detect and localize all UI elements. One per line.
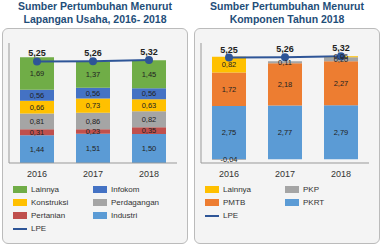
svg-text:5,26: 5,26 xyxy=(84,48,102,58)
html-text:PKP: PKP xyxy=(303,185,319,194)
svg-text:5,32: 5,32 xyxy=(332,43,350,53)
html-text:PMTB: PMTB xyxy=(223,198,246,207)
svg-text:1,51: 1,51 xyxy=(86,144,101,153)
svg-text:2016: 2016 xyxy=(219,169,239,179)
svg-text:1,69: 1,69 xyxy=(30,69,45,78)
svg-text:2,79: 2,79 xyxy=(334,128,349,137)
svg-text:0,35: 0,35 xyxy=(142,126,157,135)
svg-text:5,25: 5,25 xyxy=(28,48,46,58)
html-text:Industri: Industri xyxy=(111,211,138,220)
svg-text:0,23: 0,23 xyxy=(86,127,101,136)
svg-text:2,18: 2,18 xyxy=(278,80,293,89)
html-text:Sumber Pertumbuhan Menurut Kom: Sumber Pertumbuhan Menurut Komponen Tahu… xyxy=(210,0,364,25)
svg-text:5,26: 5,26 xyxy=(276,44,294,54)
svg-text:0,06: 0,06 xyxy=(334,52,349,61)
svg-text:0,31: 0,31 xyxy=(30,128,45,137)
svg-text:2,27: 2,27 xyxy=(334,79,349,88)
svg-text:0,66: 0,66 xyxy=(30,103,45,112)
svg-text:0,56: 0,56 xyxy=(86,89,101,98)
svg-text:2018: 2018 xyxy=(331,169,351,179)
svg-text:-0,04: -0,04 xyxy=(220,155,237,164)
svg-text:1,45: 1,45 xyxy=(142,70,157,79)
svg-text:2,75: 2,75 xyxy=(222,128,237,137)
svg-text:0,82: 0,82 xyxy=(142,115,157,124)
svg-text:0,82: 0,82 xyxy=(222,60,237,69)
svg-text:1,37: 1,37 xyxy=(86,70,101,79)
html-text:Lainnya: Lainnya xyxy=(223,185,251,194)
svg-text:0,86: 0,86 xyxy=(86,117,101,126)
html-text:LPE: LPE xyxy=(31,224,47,233)
html-text:Infokom: Infokom xyxy=(111,185,140,194)
svg-text:0,81: 0,81 xyxy=(30,117,45,126)
svg-text:5,32: 5,32 xyxy=(140,47,158,57)
svg-text:2,77: 2,77 xyxy=(278,128,293,137)
svg-text:1,50: 1,50 xyxy=(142,144,157,153)
svg-text:1,72: 1,72 xyxy=(222,85,237,94)
html-text:Pertanian: Pertanian xyxy=(31,211,66,220)
svg-text:1,44: 1,44 xyxy=(30,145,45,154)
svg-text:0,11: 0,11 xyxy=(278,58,292,67)
svg-text:2017: 2017 xyxy=(275,169,295,179)
html-text:Perdagangan: Perdagangan xyxy=(111,198,159,207)
html-text:PKRT: PKRT xyxy=(303,198,325,207)
svg-text:0,73: 0,73 xyxy=(86,101,101,110)
svg-text:2018: 2018 xyxy=(139,169,159,179)
html-text:Lainnya: Lainnya xyxy=(31,185,59,194)
svg-text:0,63: 0,63 xyxy=(142,101,157,110)
svg-text:0,56: 0,56 xyxy=(30,91,45,100)
html-text:LPE: LPE xyxy=(223,211,239,220)
html-text:Sumber Pertumbuhan Menurut Lap: Sumber Pertumbuhan Menurut Lapangan Usah… xyxy=(18,0,172,25)
html-text:Konstruksi: Konstruksi xyxy=(31,198,69,207)
svg-text:5,25: 5,25 xyxy=(220,45,238,55)
svg-text:0,56: 0,56 xyxy=(142,89,157,98)
svg-text:2016: 2016 xyxy=(27,169,47,179)
svg-text:2017: 2017 xyxy=(83,169,103,179)
